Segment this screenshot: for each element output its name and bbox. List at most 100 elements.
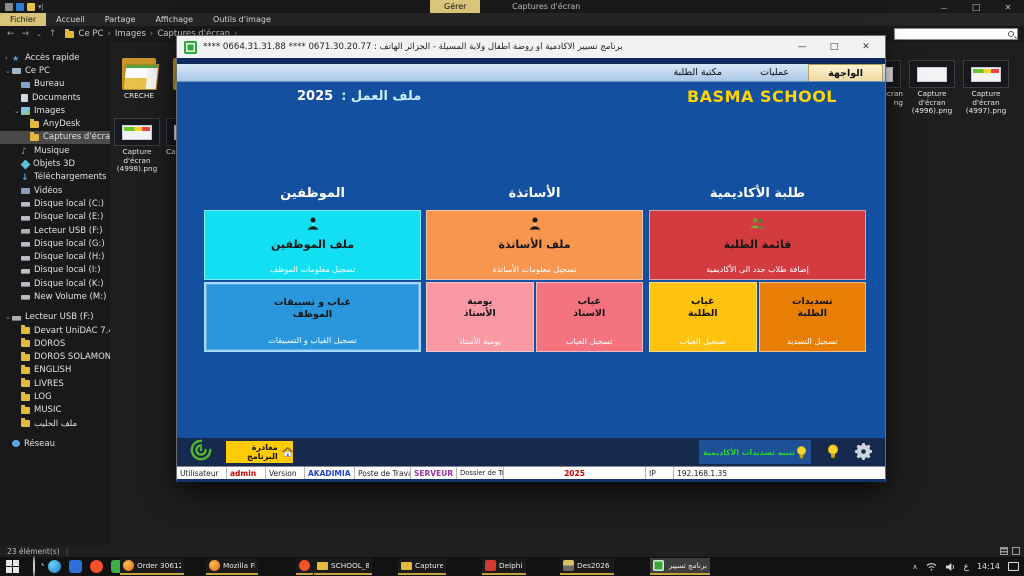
- sidebar-item[interactable]: ⌄ Lecteur USB (F:): [0, 311, 110, 324]
- student-payments-card[interactable]: تسديدات الطلبة تسجيل التسديد: [758, 282, 866, 352]
- taskbar-quick-icon[interactable]: [48, 560, 61, 573]
- thumbnails-view-icon[interactable]: [1012, 547, 1020, 555]
- app-tab[interactable]: الواجهة: [808, 64, 883, 81]
- start-button[interactable]: [6, 560, 19, 573]
- up-button[interactable]: ↑: [48, 29, 57, 39]
- exit-program-button[interactable]: مغادرة البرنامج: [226, 441, 293, 463]
- tree-item-icon: [21, 229, 30, 234]
- file-item[interactable]: Capture d'écran (4996).png: [905, 60, 959, 116]
- expand-arrow-icon[interactable]: ⌄: [14, 106, 20, 115]
- taskbar-task-button[interactable]: برنامج تسيير الاكادمية أ...: [650, 558, 710, 575]
- card-subtitle: تسجيل الغياب: [566, 337, 613, 346]
- work-file-value: 2025: [297, 89, 334, 104]
- sidebar-item[interactable]: Disque local (K:): [0, 277, 110, 290]
- sidebar-item[interactable]: Disque local (E:): [0, 211, 110, 224]
- taskbar-task-button[interactable]: Order 3061269465687...: [120, 558, 184, 575]
- sidebar-item[interactable]: Bureau: [0, 78, 110, 91]
- taskbar-task-button[interactable]: Delphi 10.3: [482, 558, 526, 575]
- network-icon[interactable]: [926, 562, 937, 571]
- app-close-button[interactable]: ✕: [862, 42, 870, 52]
- sidebar-item[interactable]: LIVRES: [0, 377, 110, 390]
- expand-arrow-icon[interactable]: ⌄: [5, 66, 11, 75]
- student-absence-card[interactable]: غياب الطلبة تسجيل الغياب: [649, 282, 757, 352]
- sidebar-item[interactable]: Musique: [0, 144, 110, 157]
- sidebar-item[interactable]: ENGLISH: [0, 364, 110, 377]
- sidebar-item[interactable]: Disque local (C:): [0, 197, 110, 210]
- sidebar-item[interactable]: Captures d'écran: [0, 130, 110, 145]
- notification-center-icon[interactable]: [1008, 562, 1019, 571]
- recent-locations-chevron[interactable]: ⌄: [36, 30, 42, 38]
- taskbar-task-button[interactable]: [296, 558, 313, 575]
- qat-customize-chevron-icon[interactable]: ▾|: [38, 2, 44, 11]
- expand-arrow-icon[interactable]: ›: [5, 53, 8, 62]
- back-button[interactable]: ←: [7, 29, 15, 39]
- teacher-daily-log-card[interactable]: يومية الأستاذ يومية الأستاذ: [426, 282, 534, 352]
- breadcrumb-item[interactable]: Ce PC: [79, 29, 115, 39]
- tray-expand-chevron-icon[interactable]: ∧: [912, 562, 918, 571]
- sidebar-item[interactable]: Réseau: [0, 437, 110, 450]
- app-minimize-button[interactable]: —: [797, 42, 807, 52]
- sidebar-item[interactable]: Lecteur USB (F:): [0, 224, 110, 237]
- breadcrumb-item[interactable]: Captures d'écran: [157, 29, 241, 39]
- taskbar-task-button[interactable]: SCHOOL_83.08.2025_...: [314, 558, 372, 575]
- ribbon-tab[interactable]: Fichier: [0, 13, 47, 26]
- taskbar-task-button[interactable]: Des2026: [560, 558, 614, 575]
- sidebar-item[interactable]: ⌄ Images: [0, 104, 110, 117]
- sidebar-item[interactable]: Vidéos: [0, 184, 110, 197]
- ribbon-manage-tab[interactable]: Gérer: [430, 0, 481, 13]
- details-view-icon[interactable]: [1000, 547, 1008, 555]
- taskbar-task-button[interactable]: Captures d'écran: [398, 558, 446, 575]
- tree-item-label: Musique: [34, 145, 70, 156]
- alert-bulb-button[interactable]: [827, 443, 839, 464]
- volume-icon[interactable]: [945, 562, 956, 572]
- app-tab[interactable]: عمليات: [760, 67, 790, 78]
- settings-gear-button[interactable]: [854, 442, 873, 465]
- sidebar-item[interactable]: MUSIC: [0, 404, 110, 417]
- file-item[interactable]: Capture d'écran (4998).png: [110, 118, 164, 174]
- sidebar-item[interactable]: ملف الحليب: [0, 417, 110, 430]
- expand-arrow-icon[interactable]: ⌄: [5, 313, 11, 322]
- app-titlebar[interactable]: برنامج تسيير الاكادمية أو روضة أطفال ولا…: [177, 36, 885, 58]
- tree-item-icon: [21, 295, 30, 301]
- employees-file-card[interactable]: ملف الموظفين تسجيل معلومات الموظف: [204, 210, 421, 280]
- clock[interactable]: 14:14: [976, 562, 1000, 571]
- sidebar-item[interactable]: New Volume (M:): [0, 290, 110, 303]
- sidebar-item[interactable]: Disque local (I:): [0, 264, 110, 277]
- sidebar-item[interactable]: DOROS: [0, 337, 110, 350]
- sidebar-item[interactable]: DOROS SOLAMON: [0, 351, 110, 364]
- app-tab[interactable]: مكتبة الطلبة: [673, 67, 723, 78]
- employee-absence-advances-card[interactable]: غياب و تسبيقات الموظف تسجيل الغياب و الت…: [204, 282, 421, 352]
- sidebar-item[interactable]: Objets 3D: [0, 157, 110, 170]
- location-folder-icon: [64, 28, 74, 38]
- teachers-file-card[interactable]: ملف الأساتذة تسجيل معلومات الأساتذة: [426, 210, 643, 280]
- language-indicator[interactable]: ع: [963, 561, 969, 572]
- taskbar-quick-icon[interactable]: [90, 560, 103, 573]
- sidebar-item[interactable]: Devart UniDAC 7.4.11 Pro: [0, 324, 110, 337]
- sidebar-item[interactable]: › Accès rapide: [0, 51, 110, 64]
- sidebar-item[interactable]: Disque local (H:): [0, 250, 110, 263]
- sidebar-item[interactable]: Documents: [0, 91, 110, 104]
- qat-new-folder-icon[interactable]: [27, 2, 35, 11]
- payments-reminder-button[interactable]: تنبيه تسديدات الأكاديمية: [699, 440, 811, 464]
- tree-item-icon: [12, 440, 20, 448]
- ribbon-tab[interactable]: Accueil: [56, 15, 85, 24]
- ribbon-tab[interactable]: Outils d'image: [213, 15, 271, 24]
- app-maximize-button[interactable]: □: [829, 42, 839, 52]
- teacher-absence-card[interactable]: غياب الاستاذ تسجيل الغياب: [535, 282, 643, 352]
- breadcrumb-item[interactable]: Images: [115, 29, 157, 39]
- sidebar-item[interactable]: Disque local (G:): [0, 237, 110, 250]
- taskbar-quick-icon[interactable]: [69, 560, 82, 573]
- sidebar-item[interactable]: LOG: [0, 390, 110, 403]
- ribbon-tab[interactable]: Affichage: [155, 15, 194, 24]
- sidebar-item[interactable]: ⌄ Ce PC: [0, 64, 110, 77]
- sidebar-item[interactable]: Téléchargements: [0, 171, 110, 184]
- qat-properties-icon[interactable]: [16, 2, 24, 11]
- taskbar-task-button[interactable]: Mozilla Firefox: [206, 558, 258, 575]
- forward-button[interactable]: →: [21, 29, 30, 39]
- file-item[interactable]: CRECHE: [112, 56, 166, 101]
- sidebar-item[interactable]: AnyDesk: [0, 117, 110, 130]
- file-item[interactable]: Capture d'écran (4997).png: [959, 60, 1013, 116]
- students-list-card[interactable]: قائمة الطلبة إضافة طلاب جدد الى الأكاديم…: [649, 210, 866, 280]
- ribbon-tab[interactable]: Partage: [104, 15, 136, 24]
- search-input[interactable]: [894, 28, 1018, 40]
